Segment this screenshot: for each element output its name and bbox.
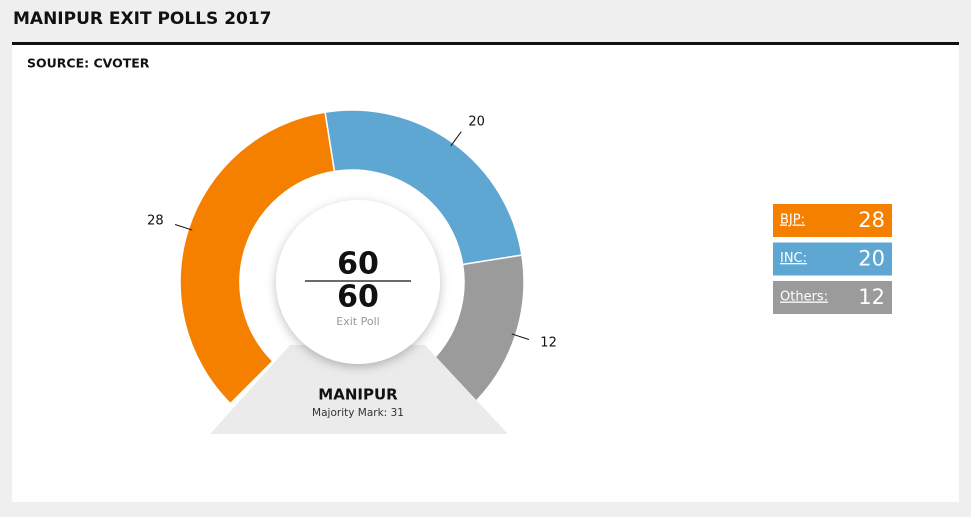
- center-circle: [276, 200, 440, 364]
- legend-name: INC:: [780, 251, 807, 266]
- legend-value: 20: [858, 247, 885, 271]
- legend-box: [773, 204, 892, 237]
- leader-line: [174, 224, 193, 231]
- value-label: 28: [147, 213, 164, 228]
- segment: [324, 109, 523, 266]
- majority-value: 31: [391, 407, 404, 419]
- legend-value: 28: [858, 208, 885, 232]
- region: MANIPUR: [318, 386, 398, 404]
- majority-label: Majority Mark:: [312, 407, 387, 419]
- leader-line: [450, 131, 462, 147]
- legend: BJP: 28 INC: 20 Others: 12: [773, 204, 892, 314]
- base-shape: [210, 345, 508, 434]
- value-label: 20: [468, 114, 485, 129]
- chart-title: MANIPUR EXIT POLLS 2017: [13, 9, 272, 29]
- legend-box: [773, 242, 892, 276]
- legend-name: BJP:: [780, 213, 805, 228]
- legend-name: Others:: [780, 290, 828, 305]
- source: SOURCE: CVOTER: [27, 56, 150, 71]
- gauge: 28 20 12: [147, 109, 557, 405]
- value-label: 12: [540, 336, 557, 351]
- legend-box: [773, 281, 892, 314]
- counted: 60: [337, 247, 379, 282]
- majority: Majority Mark: 31: [312, 407, 404, 419]
- title-rule: [12, 42, 959, 45]
- center-label: Exit Poll: [336, 315, 379, 328]
- legend-value: 12: [858, 285, 885, 309]
- leader-line: [511, 333, 530, 340]
- segment: [179, 111, 336, 405]
- total: 60: [337, 280, 379, 315]
